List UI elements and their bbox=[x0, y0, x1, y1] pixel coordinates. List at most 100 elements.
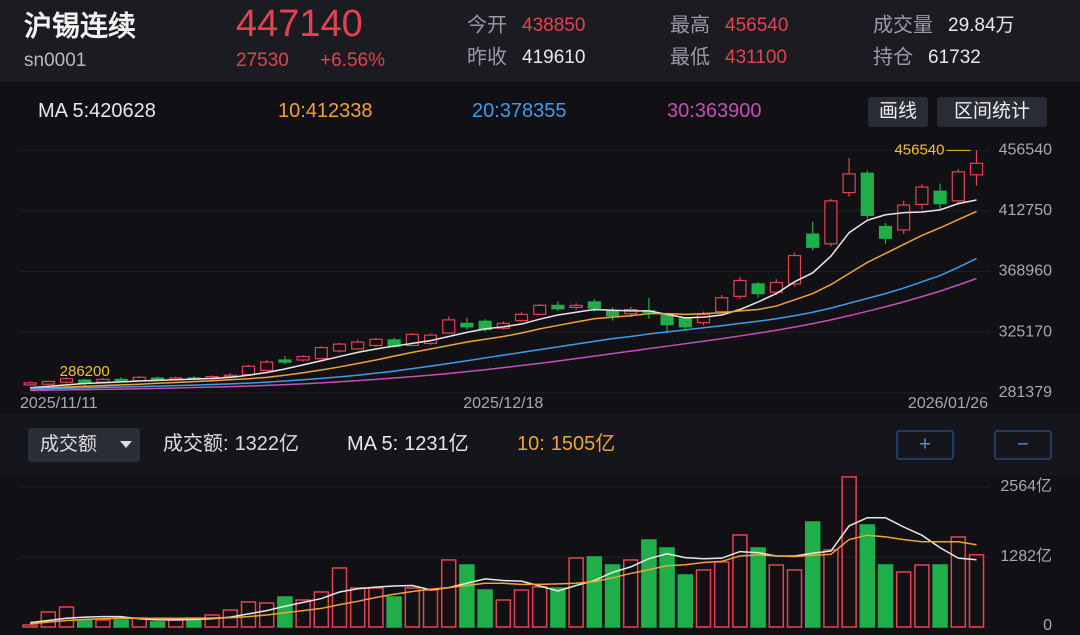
volume-bar bbox=[932, 564, 948, 628]
candle-body bbox=[587, 301, 601, 309]
volume-bar bbox=[149, 621, 166, 628]
price: 447140 bbox=[236, 3, 363, 45]
volume-bar bbox=[713, 561, 730, 628]
candle-body bbox=[296, 355, 310, 361]
x-tick-label: 2025/12/18 bbox=[463, 395, 543, 412]
zoom-out-label[interactable]: − bbox=[1017, 433, 1029, 455]
stats: 今开 438850 昨收 419610 最高 456540 最低 431100 成交量 29.84… bbox=[467, 13, 1015, 68]
volume-bar bbox=[58, 606, 75, 628]
y-tick-label: 1282亿 bbox=[1000, 547, 1052, 565]
zoom-out[interactable] bbox=[994, 430, 1052, 460]
ma-line bbox=[30, 534, 977, 625]
stat-value: 431100 bbox=[725, 47, 787, 68]
candle-body bbox=[150, 377, 165, 380]
volume-bar bbox=[167, 619, 184, 628]
ma-legend: 10: 1505亿 bbox=[517, 432, 615, 455]
volume-bar bbox=[204, 614, 220, 628]
ma-line bbox=[30, 257, 977, 390]
y-tick-label: 0 bbox=[1043, 617, 1052, 634]
candle-body bbox=[678, 317, 692, 328]
high-label: 456540 bbox=[894, 141, 944, 158]
candle-body bbox=[551, 304, 565, 310]
ma-name: 20: bbox=[472, 100, 500, 122]
volume-bar bbox=[823, 549, 839, 628]
volume-bar bbox=[750, 547, 766, 628]
volume-bar bbox=[95, 619, 111, 628]
candle-body bbox=[23, 382, 37, 386]
dropdown-label[interactable]: 成交额 bbox=[40, 433, 97, 455]
code: sn0001 bbox=[24, 50, 86, 71]
candle-body bbox=[860, 172, 874, 217]
candle-body bbox=[369, 338, 383, 347]
candle-body bbox=[41, 380, 55, 385]
volume-bar bbox=[895, 571, 912, 628]
candle-body bbox=[660, 314, 674, 326]
dropdown[interactable] bbox=[28, 428, 140, 462]
volume-bar bbox=[513, 589, 530, 628]
candle-body bbox=[241, 365, 256, 376]
zoom-in[interactable] bbox=[896, 430, 954, 460]
volume-bar bbox=[622, 559, 639, 628]
candle-body bbox=[332, 343, 347, 352]
stat-label: 最低 bbox=[670, 45, 710, 68]
volume-bar bbox=[386, 596, 402, 628]
volume-bar bbox=[404, 587, 421, 628]
candle-body bbox=[951, 171, 965, 202]
y-tick-label: 412750 bbox=[999, 202, 1052, 219]
ma-name: 10: bbox=[517, 433, 545, 455]
volume-legend: 成交额: 1322亿 bbox=[163, 432, 299, 455]
button[interactable] bbox=[868, 97, 928, 127]
volume-bar bbox=[641, 539, 657, 628]
y-tick-label: 281379 bbox=[999, 384, 1052, 401]
volume-bar bbox=[914, 564, 930, 628]
candle-body bbox=[824, 200, 838, 245]
volume-bar bbox=[804, 521, 821, 628]
candle-body bbox=[733, 279, 747, 297]
ma-legend: 30:363900 bbox=[667, 100, 762, 122]
stat-label: 昨收 bbox=[467, 45, 507, 68]
x-tick-label: 2025/11/11 bbox=[20, 395, 98, 412]
y-tick-label: 2564亿 bbox=[1000, 477, 1052, 495]
candle-body bbox=[751, 283, 765, 295]
volume-bar bbox=[295, 599, 311, 628]
volume-bar bbox=[531, 586, 548, 628]
candle-body bbox=[78, 379, 92, 384]
candle-body bbox=[514, 313, 529, 322]
volume-bar bbox=[76, 619, 93, 628]
volume-bar bbox=[968, 554, 985, 628]
volume-bar bbox=[732, 534, 748, 628]
stat-value: 438850 bbox=[522, 15, 585, 36]
stat-value: 29.84万 bbox=[948, 15, 1015, 36]
candle-body bbox=[969, 162, 984, 176]
button-label[interactable]: 画线 bbox=[879, 100, 917, 122]
candle-body bbox=[460, 322, 474, 328]
candle-body bbox=[405, 333, 419, 347]
ma-value: 1231亿 bbox=[404, 432, 469, 455]
button-label[interactable]: 区间统计 bbox=[954, 100, 1030, 122]
volume-bar bbox=[659, 547, 675, 628]
candle-body bbox=[696, 313, 711, 324]
legend-value: 1322亿 bbox=[235, 432, 300, 455]
header-bg bbox=[0, 0, 1080, 82]
volume-bar bbox=[877, 564, 894, 628]
volume-bar bbox=[786, 569, 803, 628]
stat-value: 61732 bbox=[928, 47, 981, 68]
button[interactable] bbox=[937, 97, 1047, 127]
dropdown-arrow[interactable] bbox=[120, 441, 132, 448]
ma-name: MA 5: bbox=[347, 433, 398, 455]
stat-label: 最高 bbox=[670, 13, 710, 36]
candle-body bbox=[897, 204, 911, 231]
ma-line bbox=[30, 516, 977, 624]
stat-value: 419610 bbox=[522, 47, 585, 68]
legend-label: 成交额: bbox=[163, 432, 229, 455]
candle-body bbox=[787, 254, 802, 285]
y-tick-label: 456540 bbox=[999, 142, 1052, 159]
low-label: 286200 bbox=[60, 363, 110, 380]
zoom-in-label[interactable]: + bbox=[919, 433, 931, 455]
candle-body bbox=[314, 346, 328, 360]
ma-legend: 10:412338 bbox=[278, 100, 373, 122]
stat-label: 今开 bbox=[467, 13, 507, 36]
ma-legend: 20:378355 bbox=[472, 100, 567, 122]
